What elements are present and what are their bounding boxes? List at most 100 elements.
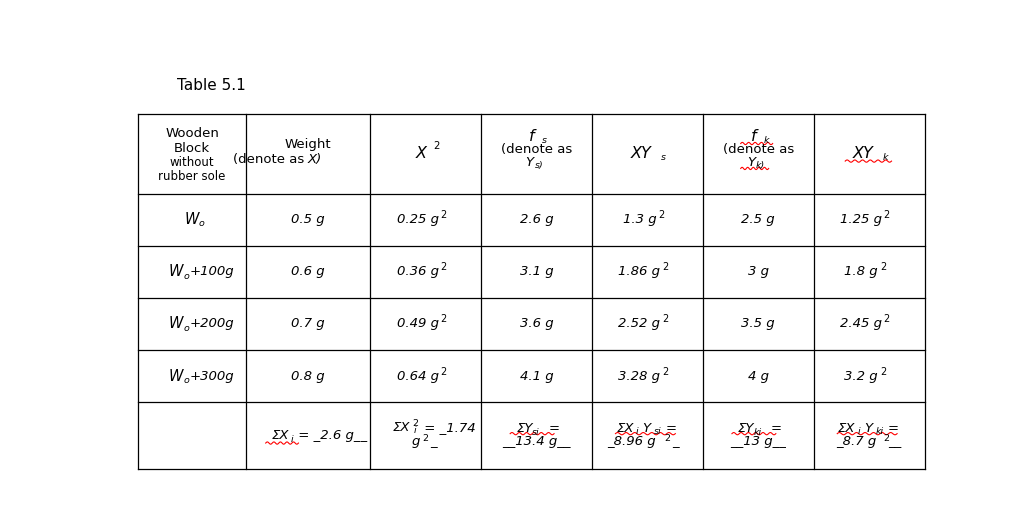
Text: Table 5.1: Table 5.1	[177, 78, 245, 93]
Text: 2: 2	[440, 314, 446, 324]
Text: Wooden: Wooden	[165, 127, 219, 140]
Text: k: k	[883, 153, 888, 162]
Text: __13.4 g__: __13.4 g__	[503, 435, 571, 448]
Text: o: o	[199, 219, 205, 228]
Text: 2.52 g: 2.52 g	[618, 318, 660, 330]
Text: i: i	[636, 427, 639, 436]
Text: 0.5 g: 0.5 g	[291, 213, 324, 226]
Text: 0.49 g: 0.49 g	[397, 318, 439, 330]
Text: W: W	[184, 212, 200, 227]
Text: s): s)	[535, 161, 543, 170]
Text: W: W	[169, 264, 183, 279]
Text: =: =	[888, 422, 898, 435]
Text: 4 g: 4 g	[748, 370, 768, 382]
Text: Y: Y	[747, 156, 755, 169]
Text: o: o	[183, 323, 190, 332]
Text: 2: 2	[422, 434, 428, 443]
Text: W: W	[169, 369, 183, 383]
Text: 2: 2	[412, 418, 418, 427]
Text: __13 g__: __13 g__	[730, 435, 786, 448]
Text: 0.64 g: 0.64 g	[397, 370, 439, 382]
Text: k: k	[763, 136, 769, 145]
Text: 2: 2	[880, 262, 886, 272]
Text: +100g: +100g	[190, 266, 235, 278]
Text: ΣX: ΣX	[392, 421, 410, 434]
Text: Y: Y	[643, 422, 651, 435]
Text: ki: ki	[753, 427, 761, 436]
Text: 0.36 g: 0.36 g	[397, 266, 439, 278]
Text: 2: 2	[662, 366, 668, 376]
Text: 2: 2	[440, 210, 446, 220]
Text: 3.2 g: 3.2 g	[845, 370, 878, 382]
Text: 2: 2	[884, 210, 890, 220]
Text: 0.8 g: 0.8 g	[291, 370, 324, 382]
Text: Y: Y	[525, 156, 534, 169]
Text: 2: 2	[662, 314, 668, 324]
Text: 2: 2	[662, 262, 668, 272]
Text: X: X	[415, 146, 426, 161]
Text: 2.5 g: 2.5 g	[742, 213, 776, 226]
Text: 4.1 g: 4.1 g	[520, 370, 553, 382]
Text: 2.6 g: 2.6 g	[520, 213, 553, 226]
Text: +200g: +200g	[190, 318, 235, 330]
Text: =: =	[665, 422, 677, 435]
Text: si: si	[531, 427, 540, 436]
Text: ΣX: ΣX	[616, 422, 633, 435]
Text: 2: 2	[884, 434, 890, 443]
Text: si: si	[654, 427, 661, 436]
Text: 2: 2	[440, 366, 446, 376]
Text: +300g: +300g	[190, 370, 235, 382]
Text: 0.6 g: 0.6 g	[291, 266, 324, 278]
Text: 2: 2	[664, 434, 671, 443]
Text: o: o	[183, 375, 190, 384]
Text: 1.25 g: 1.25 g	[840, 213, 882, 226]
Text: 3 g: 3 g	[748, 266, 768, 278]
Text: __: __	[888, 435, 901, 448]
Text: _: _	[431, 435, 437, 448]
Text: 0.7 g: 0.7 g	[291, 318, 324, 330]
Text: f: f	[751, 129, 756, 144]
Text: (denote as: (denote as	[501, 143, 572, 156]
Text: k): k)	[756, 161, 765, 170]
Text: (denote as: (denote as	[233, 153, 308, 166]
Text: Y: Y	[864, 422, 872, 435]
Text: 2: 2	[433, 141, 439, 151]
Text: 2: 2	[880, 366, 886, 376]
Text: 1.8 g: 1.8 g	[845, 266, 878, 278]
Text: 3.6 g: 3.6 g	[520, 318, 553, 330]
Text: = _1.74: = _1.74	[420, 421, 476, 434]
Text: 3.1 g: 3.1 g	[520, 266, 553, 278]
Text: i: i	[857, 427, 860, 436]
Text: (denote as: (denote as	[723, 143, 794, 156]
Text: 1.86 g: 1.86 g	[618, 266, 660, 278]
Text: 3.5 g: 3.5 g	[742, 318, 776, 330]
Text: ΣX: ΣX	[271, 429, 288, 442]
Text: f: f	[529, 129, 535, 144]
Text: W: W	[169, 316, 183, 331]
Text: ΣX: ΣX	[838, 422, 856, 435]
Text: i: i	[414, 426, 416, 435]
Text: _: _	[672, 435, 679, 448]
Text: 3.28 g: 3.28 g	[618, 370, 660, 382]
Text: ΣY: ΣY	[516, 422, 533, 435]
Text: i: i	[290, 435, 294, 444]
Text: XY: XY	[630, 146, 651, 161]
Text: 2: 2	[658, 210, 664, 220]
Text: Weight: Weight	[284, 138, 332, 151]
Text: X): X)	[308, 153, 322, 166]
Text: o: o	[183, 271, 190, 280]
Text: ki: ki	[876, 427, 884, 436]
Text: 2: 2	[440, 262, 446, 272]
Text: g: g	[412, 435, 420, 448]
Text: s: s	[661, 153, 665, 162]
Text: ΣY: ΣY	[739, 422, 755, 435]
Text: 2.45 g: 2.45 g	[840, 318, 882, 330]
Text: 0.25 g: 0.25 g	[397, 213, 439, 226]
Text: rubber sole: rubber sole	[159, 170, 226, 183]
Text: =: =	[549, 422, 559, 435]
Text: _8.7 g: _8.7 g	[836, 435, 877, 448]
Text: XY: XY	[853, 146, 873, 161]
Text: 2: 2	[884, 314, 890, 324]
Text: = _2.6 g__: = _2.6 g__	[294, 429, 367, 442]
Text: =: =	[770, 422, 782, 435]
